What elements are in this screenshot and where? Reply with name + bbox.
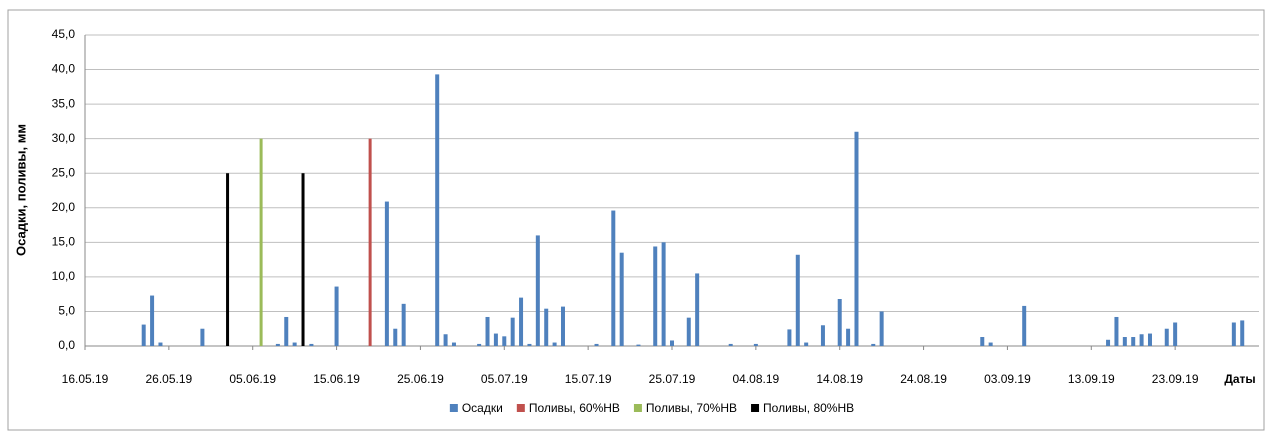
bar [443,334,448,346]
x-tick-label: 25.06.19 [397,372,444,386]
bar [846,328,851,346]
bar [619,252,624,346]
bar [560,306,565,346]
x-tick-label: 16.05.19 [62,372,109,386]
bar [309,343,314,346]
y-tick-label: 10,0 [52,269,76,283]
x-tick-label: 04.08.19 [732,372,779,386]
x-tick-label: 23.09.19 [1152,372,1199,386]
x-tick-label: 15.07.19 [565,372,612,386]
bar [510,317,515,346]
bar [787,329,792,346]
x-tick-label: 13.09.19 [1068,372,1115,386]
bar [594,343,599,346]
bar [552,342,557,346]
bar [393,328,398,346]
x-tick-label: 25.07.19 [649,372,696,386]
bar [435,74,440,346]
bar [141,324,146,346]
y-tick-label: 5,0 [58,304,75,318]
bar [259,138,263,346]
x-tick-label: 24.08.19 [900,372,947,386]
bar [804,342,809,346]
bar [1022,305,1027,346]
bar [334,286,339,346]
bar [301,173,305,346]
bar [1106,339,1111,346]
x-tick-label: 05.06.19 [229,372,276,386]
chart-border [7,9,1265,431]
legend-label: Поливы, 80%НВ [763,401,854,415]
bar [1240,320,1245,346]
y-tick-label: 15,0 [52,235,76,249]
bar [871,343,876,346]
bar [879,311,884,346]
bar [1139,334,1144,346]
bar [502,336,507,346]
bar [544,308,549,346]
bar [795,254,800,346]
bar [527,343,532,346]
legend-label: Поливы, 60%НВ [529,401,620,415]
bar [854,131,859,346]
bar [1114,316,1119,346]
x-tick-label: 15.06.19 [313,372,360,386]
y-tick-label: 30,0 [52,131,76,145]
bar [200,328,205,346]
bar [519,297,524,346]
bar [695,273,700,346]
bar [636,344,641,346]
bar [150,295,155,346]
y-tick-label: 40,0 [52,62,76,76]
bar [401,303,406,346]
bar [1231,322,1236,346]
bar [988,342,993,346]
legend-label: Осадки [462,401,503,415]
x-axis-label: Даты [1224,372,1255,386]
bar [980,337,985,346]
bar [226,173,230,346]
bar [1147,333,1152,346]
legend-swatch [633,404,642,412]
y-tick-label: 35,0 [52,96,76,110]
bar [837,299,842,346]
bar [451,342,456,346]
bar [485,316,490,346]
bar [670,340,674,346]
bar [158,342,163,346]
bar [292,342,297,346]
x-tick-label: 26.05.19 [145,372,192,386]
bar [477,343,482,346]
bar [384,201,389,346]
bar [368,138,372,346]
legend-swatch [751,404,760,412]
x-tick-label: 05.07.19 [481,372,528,386]
y-tick-label: 25,0 [52,165,76,179]
y-tick-label: 20,0 [52,200,76,214]
bar [284,316,289,346]
y-axis-label: Осадки, поливы, мм [13,124,28,256]
legend-swatch [449,404,458,412]
bar [728,343,733,346]
bar [653,246,658,346]
x-tick-label: 14.08.19 [816,372,863,386]
bar [661,242,666,346]
bar [275,343,280,346]
x-tick-label: 03.09.19 [984,372,1031,386]
y-tick-label: 45,0 [52,27,76,41]
bar [1131,337,1136,346]
bar [753,343,758,346]
legend-label: Поливы, 70%НВ [646,401,737,415]
y-tick-label: 0,0 [58,338,75,352]
bar [493,333,498,346]
bar [535,235,540,346]
bar [611,210,616,346]
bar [1173,322,1178,346]
bar [686,317,691,346]
bar [1164,328,1169,346]
legend-swatch [516,404,525,412]
bar [820,325,825,346]
bar [1122,337,1127,346]
